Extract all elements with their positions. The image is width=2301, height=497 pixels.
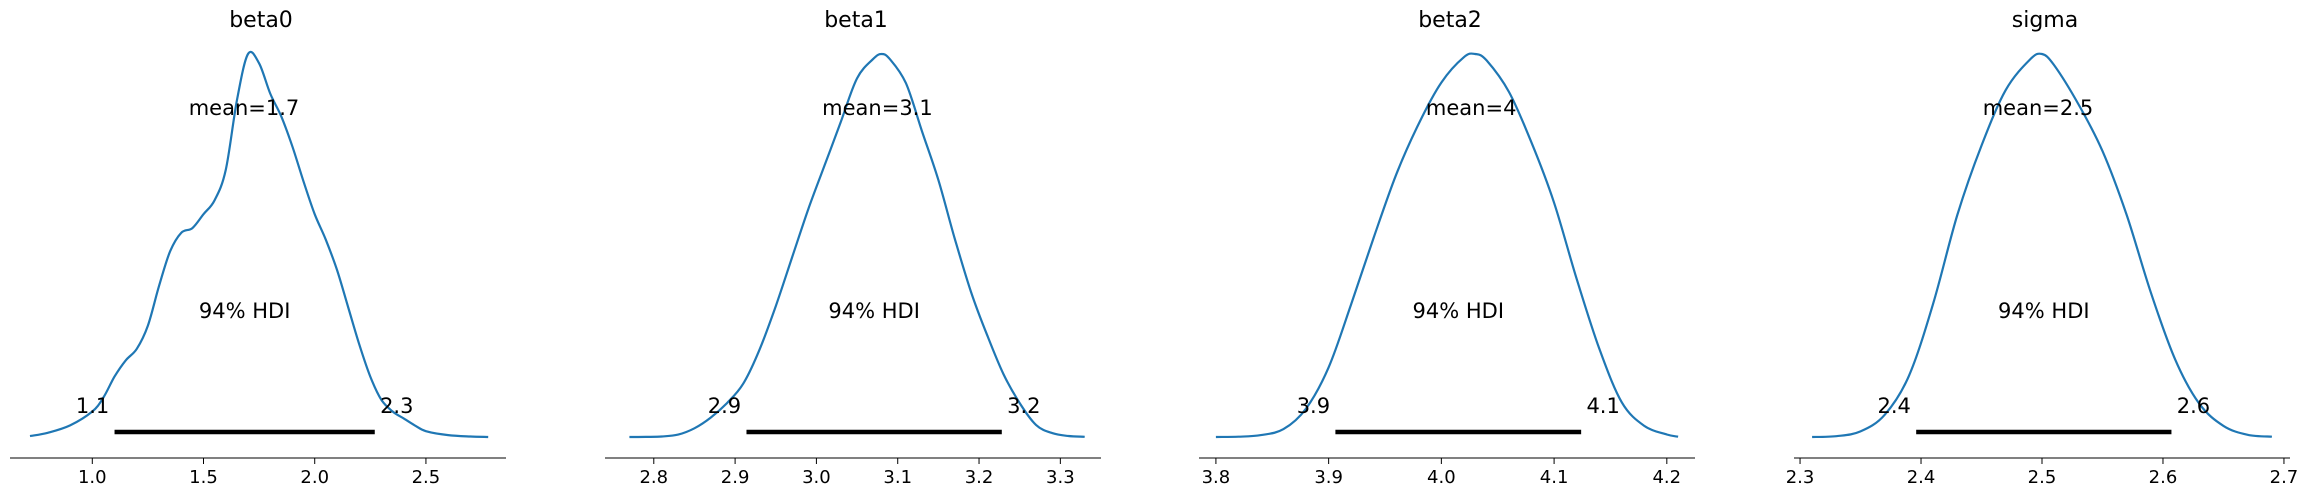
hdi-high-label: 3.2 <box>1007 394 1040 418</box>
hdi-high-label: 2.6 <box>2177 394 2210 418</box>
x-tick-label: 2.0 <box>300 467 329 488</box>
panel-sigma: 2.3 2.4 2.5 2.6 2.7 sigma mean=2.5 94% HDI 2.4 2.… <box>1786 8 2299 488</box>
hdi-label: 94% HDI <box>1413 299 1505 323</box>
density-curve <box>1215 52 1679 439</box>
panel-title: beta2 <box>1418 8 1482 33</box>
x-tick-label: 3.8 <box>1202 467 1231 488</box>
x-tick-label: 4.1 <box>1540 467 1569 488</box>
density-curve <box>629 52 1085 439</box>
x-tick-label: 4.2 <box>1652 467 1681 488</box>
x-tick-label: 1.5 <box>189 467 218 488</box>
x-tick-label: 3.0 <box>802 467 831 488</box>
mean-label: mean=2.5 <box>1983 96 2094 120</box>
hdi-label: 94% HDI <box>828 299 920 323</box>
density-curve <box>29 50 489 439</box>
hdi-label: 94% HDI <box>1998 299 2090 323</box>
x-tick-label: 1.0 <box>78 467 107 488</box>
panel-title: beta0 <box>229 8 293 33</box>
hdi-high-label: 4.1 <box>1586 394 1619 418</box>
hdi-low-label: 2.9 <box>708 394 741 418</box>
x-tick-label: 2.9 <box>721 467 750 488</box>
hdi-low-label: 1.1 <box>76 394 109 418</box>
hdi-low-label: 3.9 <box>1297 394 1330 418</box>
x-tick-label: 2.4 <box>1907 467 1936 488</box>
x-tick-label: 3.3 <box>1046 467 1075 488</box>
panel-beta0: 1.0 1.5 2.0 2.5 beta0 mean=1.7 94% HDI 1.1 2.3 <box>10 8 506 488</box>
panel-beta1: 2.8 2.9 3.0 3.1 3.2 3.3 beta1 mean=3.1 94% HDI 2.… <box>605 8 1101 488</box>
density-curve <box>1812 52 2272 439</box>
x-tick-label: 3.2 <box>965 467 994 488</box>
mean-label: mean=1.7 <box>189 96 300 120</box>
x-tick-label: 2.7 <box>2270 467 2299 488</box>
hdi-low-label: 2.4 <box>1877 394 1910 418</box>
mean-label: mean=3.1 <box>822 96 933 120</box>
x-tick-label: 2.3 <box>1786 467 1815 488</box>
x-tick-label: 3.9 <box>1314 467 1343 488</box>
x-tick-label: 2.5 <box>2028 467 2057 488</box>
hdi-high-label: 2.3 <box>380 394 413 418</box>
x-tick-label: 3.1 <box>883 467 912 488</box>
x-tick-label: 4.0 <box>1427 467 1456 488</box>
hdi-label: 94% HDI <box>199 299 291 323</box>
x-tick-label: 2.8 <box>639 467 668 488</box>
x-tick-label: 2.6 <box>2149 467 2178 488</box>
panel-beta2: 3.8 3.9 4.0 4.1 4.2 beta2 mean=4 94% HDI 3.9 4.1 <box>1199 8 1695 488</box>
panel-title: beta1 <box>824 8 888 33</box>
x-tick-label: 2.5 <box>412 467 441 488</box>
mean-label: mean=4 <box>1426 96 1517 120</box>
panel-title: sigma <box>2012 8 2078 33</box>
